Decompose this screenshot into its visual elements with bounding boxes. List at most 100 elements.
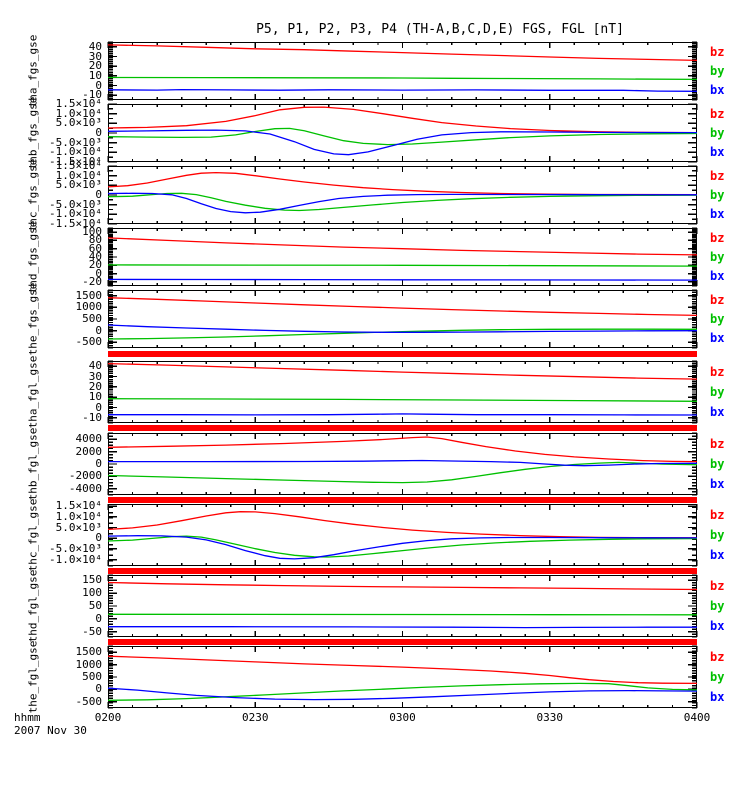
- y-tick-label: 0: [95, 78, 102, 92]
- legend-label-by: by: [710, 385, 725, 399]
- y-tick-label: 150: [82, 573, 102, 587]
- y-tick-label: 5.0×10³: [55, 116, 102, 130]
- axis-ticks: [107, 165, 698, 225]
- legend-label-by: by: [710, 599, 725, 613]
- series-bx-line: [107, 192, 698, 214]
- legend-label-by: by: [710, 670, 725, 684]
- panel-the_fgs_gse-plot: [107, 289, 698, 349]
- y-tick-label: 1.5×10⁴: [55, 159, 102, 172]
- legend-label-bx: bx: [710, 83, 725, 98]
- y-tick-label: 4000: [75, 432, 103, 446]
- separator-bar: [108, 497, 697, 503]
- legend-label-bx: bx: [710, 405, 725, 420]
- y-tick-label: 0: [95, 126, 102, 139]
- y-tick-label: 40: [88, 250, 102, 263]
- panel-tha_fgs_gse-plot: [107, 41, 698, 101]
- axis-ticks: [107, 227, 698, 287]
- y-tick-label: 60: [88, 241, 102, 255]
- panel-frame: [108, 504, 697, 566]
- panel-the_fgl_gse-plot: [107, 645, 698, 709]
- panel-tha_fgl_gse-plot: [107, 360, 698, 424]
- series-bz-line: [107, 106, 698, 134]
- series-by-line: [107, 192, 698, 212]
- y-tick-label: 1000: [75, 300, 103, 314]
- axis-ticks: [107, 645, 698, 709]
- series-bx-line: [108, 459, 698, 467]
- y-tick-label: 1.0×10⁴: [55, 168, 102, 182]
- y-tick-label: 1500: [75, 645, 103, 659]
- series-by-line: [107, 535, 698, 558]
- series-bx-line: [107, 278, 698, 281]
- series-by-line: [107, 461, 698, 484]
- y-tick-label: -5.0×10³: [49, 135, 102, 149]
- y-tick-label: 5.0×10³: [55, 520, 102, 534]
- legend-label-bx: bx: [710, 269, 725, 284]
- series-bz-line: [107, 237, 698, 256]
- axis-ticks: [107, 103, 698, 163]
- panel-frame: [108, 433, 697, 495]
- legend-label-by: by: [710, 250, 725, 264]
- panel-thc_fgs_gse-plot: [107, 165, 698, 225]
- legend-label-bx: bx: [710, 548, 725, 563]
- y-tick-label: 50: [88, 599, 102, 612]
- axis-ticks: [107, 41, 698, 101]
- y-tick-label: 20: [88, 379, 102, 393]
- legend-label-bz: bz: [710, 436, 725, 451]
- y-tick-label: -2000: [68, 469, 102, 483]
- x-tick-label: 0230: [242, 711, 269, 724]
- series-bz-line: [107, 171, 698, 196]
- y-tick-label: -500: [75, 335, 103, 349]
- y-tick-label: 0: [95, 682, 102, 696]
- x-tick-label: 0330: [536, 711, 564, 724]
- axis-ticks: [107, 289, 698, 349]
- legend-label-by: by: [710, 528, 725, 542]
- series-bx-line: [107, 88, 698, 92]
- legend-label-by: by: [710, 457, 725, 471]
- y-tick-label: 500: [82, 670, 102, 683]
- y-tick-label: 30: [88, 369, 102, 383]
- y-tick-label: 20: [88, 59, 102, 73]
- series-bz-line: [107, 655, 698, 685]
- y-tick-label: 100: [82, 586, 102, 600]
- y-tick-label: 0: [95, 611, 102, 625]
- y-tick-label: 0: [95, 400, 102, 414]
- y-tick-label: -5.0×10³: [49, 197, 102, 211]
- panel-thd_fgs_gse-plot: [107, 227, 698, 287]
- legend-label-by: by: [710, 188, 725, 202]
- y-tick-label: -1.0×10⁴: [49, 207, 102, 221]
- legend-label-bz: bz: [710, 507, 725, 522]
- legend-label-bz: bz: [710, 44, 725, 59]
- legend-label-by: by: [710, 312, 725, 326]
- legend-label-bz: bz: [710, 230, 725, 245]
- legend-label-bz: bz: [710, 578, 725, 593]
- plot-title: P5, P1, P2, P3, P4 (TH-A,B,C,D,E) FGS, F…: [256, 22, 624, 37]
- x-axis-unit-label: hhmm: [14, 711, 41, 724]
- panel-thb_fgs_gse-plot: [107, 103, 698, 163]
- legend-label-bx: bx: [710, 477, 725, 492]
- series-by-line: [107, 264, 698, 267]
- legend-label-bx: bx: [710, 207, 725, 222]
- panel-thc_fgl_gse-plot: [107, 504, 698, 567]
- series-bz-line: [107, 581, 698, 591]
- y-tick-label: -1.0×10⁴: [49, 145, 102, 159]
- series-bx-line: [108, 413, 698, 416]
- y-tick-label: 0: [95, 457, 102, 470]
- panel-frame: [108, 228, 697, 286]
- y-tick-label: 1000: [75, 657, 103, 671]
- y-tick-label: 500: [82, 312, 102, 325]
- series-bx-line: [107, 535, 698, 560]
- y-tick-label: 40: [88, 359, 102, 373]
- y-tick-label: -10: [82, 410, 102, 424]
- y-tick-label: -1.5×10⁴: [49, 217, 102, 230]
- legend-label-bx: bx: [710, 145, 725, 160]
- legend-label-bx: bx: [710, 690, 725, 705]
- series-by-line: [107, 398, 698, 402]
- separator-bar: [108, 425, 697, 431]
- legend-label-bz: bz: [710, 649, 725, 664]
- y-tick-label: -4000: [68, 481, 102, 495]
- separator-bar: [108, 568, 697, 574]
- series-bx-line: [107, 687, 698, 701]
- y-tick-label: 10: [88, 390, 102, 404]
- axis-ticks: [107, 504, 698, 567]
